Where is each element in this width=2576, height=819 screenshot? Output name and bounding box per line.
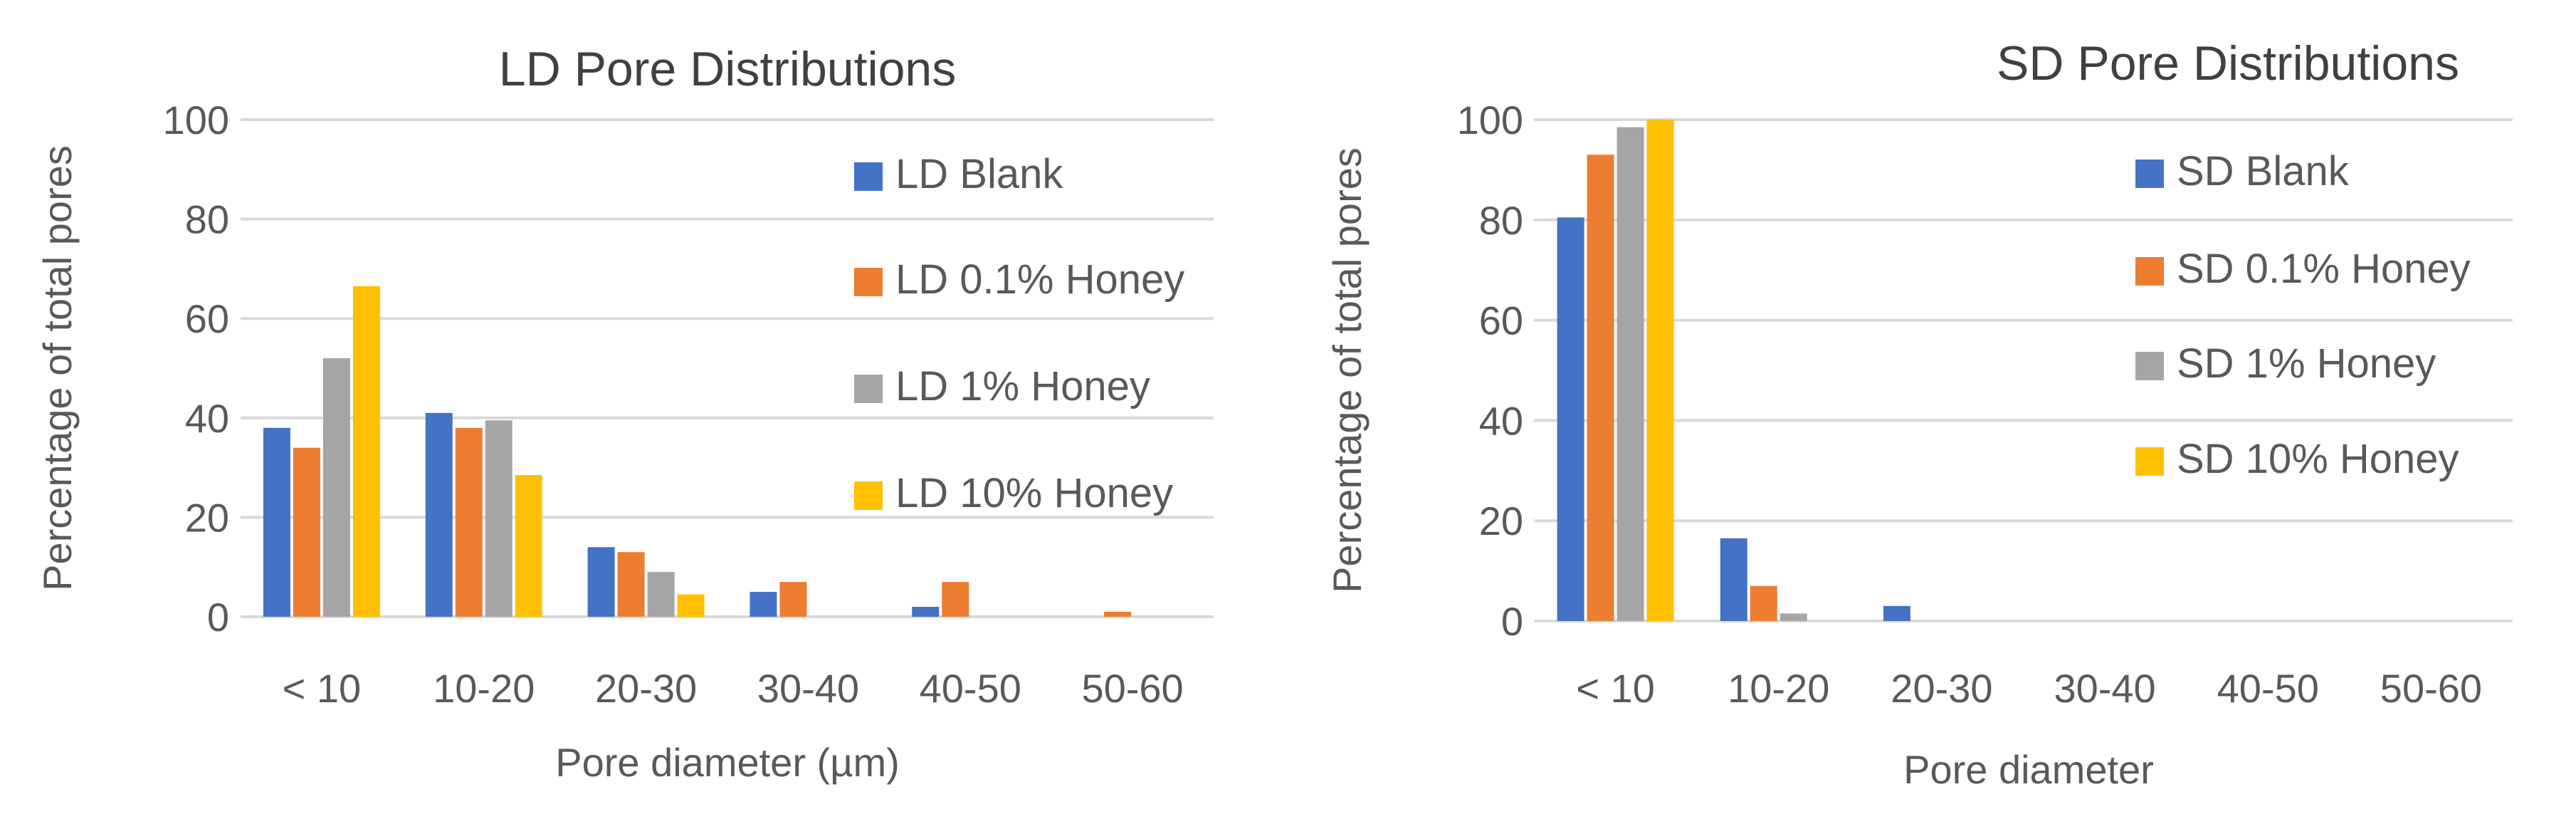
legend-label: SD 1% Honey — [2177, 340, 2436, 387]
bar — [677, 594, 705, 617]
bar — [587, 547, 615, 617]
x-tick-label: 20-30 — [1891, 666, 1992, 711]
legend-label: SD 0.1% Honey — [2177, 246, 2471, 292]
y-tick-label: 0 — [1501, 599, 1523, 644]
bar — [779, 582, 807, 617]
bar — [293, 447, 320, 617]
legend-label: SD 10% Honey — [2177, 436, 2459, 482]
x-tick-label: 40-50 — [2217, 666, 2319, 711]
bar — [750, 592, 777, 617]
legend-swatch — [2135, 447, 2164, 476]
legend-label: LD 0.1% Honey — [895, 256, 1184, 303]
bar — [485, 420, 512, 617]
legend-swatch — [854, 268, 883, 296]
bar — [425, 412, 453, 617]
y-tick-label: 60 — [1479, 298, 1523, 343]
legend-swatch — [854, 162, 883, 191]
legend-label: LD 10% Honey — [895, 470, 1173, 516]
bar — [1750, 585, 1777, 621]
bar — [352, 286, 380, 617]
legend-swatch — [2135, 160, 2164, 188]
bar — [322, 358, 350, 617]
legend-swatch — [2135, 257, 2164, 286]
x-axis-title: Pore diameter (µm) — [555, 740, 900, 785]
chart-ld: LD Pore Distributions 0 20 40 60 80 100 < 10 10-… — [35, 42, 1214, 785]
bar — [1779, 613, 1807, 621]
bar — [1587, 155, 1614, 621]
bar — [515, 475, 542, 617]
y-tick-label: 40 — [185, 396, 229, 441]
y-tick-label: 100 — [163, 98, 229, 142]
legend-label: LD 1% Honey — [895, 363, 1150, 410]
y-tick-label: 0 — [207, 595, 229, 640]
y-tick-label: 20 — [185, 495, 229, 540]
bar — [263, 427, 290, 617]
bar — [1720, 538, 1747, 621]
bar — [1557, 217, 1584, 621]
y-tick-label: 40 — [1479, 398, 1523, 443]
y-tick-label: 80 — [1479, 198, 1523, 243]
y-tick-label: 60 — [185, 296, 229, 341]
legend-label: LD Blank — [895, 151, 1063, 197]
chart-title: LD Pore Distributions — [499, 42, 956, 96]
x-tick-label: 50-60 — [2380, 666, 2482, 711]
x-tick-label: 50-60 — [1081, 666, 1183, 711]
bar — [455, 427, 483, 617]
x-tick-label: 20-30 — [595, 666, 697, 711]
bar — [1646, 120, 1674, 621]
x-axis-title: Pore diameter — [1903, 747, 2154, 792]
bar — [647, 572, 675, 617]
legend-swatch — [2135, 352, 2164, 380]
x-tick-label: 10-20 — [433, 666, 535, 711]
bar — [1883, 605, 1910, 621]
y-tick-label: 100 — [1457, 98, 1523, 142]
legend-swatch — [854, 375, 883, 403]
bar — [912, 607, 940, 617]
y-tick-label: 20 — [1479, 499, 1523, 543]
x-tick-label: 30-40 — [2054, 666, 2155, 711]
bar — [1616, 127, 1644, 621]
y-tick-label: 80 — [185, 197, 229, 242]
chart-title: SD Pore Distributions — [1997, 36, 2459, 90]
bar — [617, 552, 645, 617]
x-tick-label: < 10 — [283, 666, 362, 711]
y-axis-title: Percentage of total pores — [1325, 147, 1370, 593]
legend-swatch — [854, 481, 883, 510]
bar — [942, 582, 969, 617]
chart-sd: SD Pore Distributions 0 20 40 60 80 100 < 10 10-… — [1325, 36, 2513, 792]
legend-label: SD Blank — [2177, 148, 2350, 194]
x-tick-label: 10-20 — [1728, 666, 1829, 711]
x-tick-label: 30-40 — [757, 666, 859, 711]
y-axis-title: Percentage of total pores — [35, 145, 80, 591]
x-tick-label: 40-50 — [920, 666, 1021, 711]
x-tick-label: < 10 — [1576, 666, 1655, 711]
bar — [1104, 612, 1132, 617]
